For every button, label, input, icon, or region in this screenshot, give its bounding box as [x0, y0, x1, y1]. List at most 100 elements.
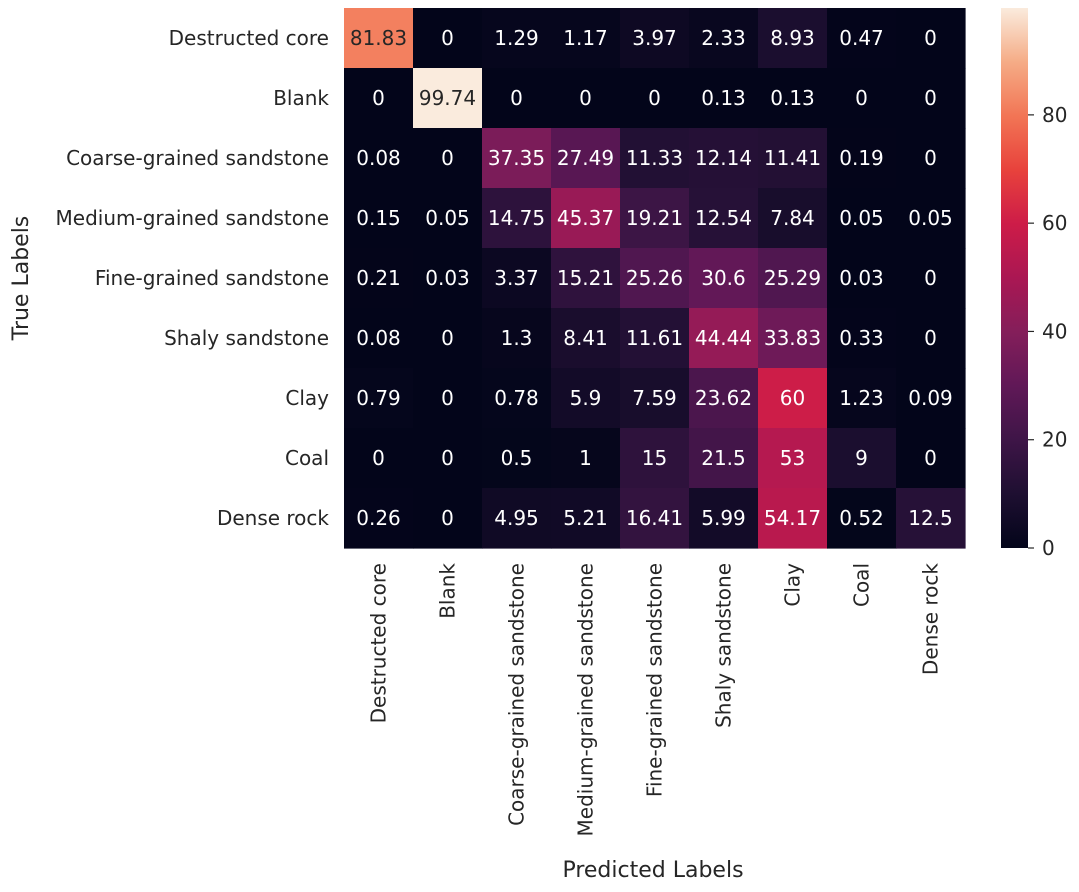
colorbar-tick-label: 20: [1042, 428, 1067, 452]
cell-value-label: 81.83: [350, 26, 407, 50]
cell-value-label: 21.5: [701, 446, 746, 470]
cell-value-label: 44.44: [695, 326, 752, 350]
x-tick-labels: Destructed core Blank Coarse-grained sands…: [367, 563, 943, 837]
y-tick-labels: Destructed core Blank Coarse-grained sands…: [56, 26, 330, 530]
heatmap-cell: [551, 188, 621, 249]
y-tick-label: Fine-grained sandstone: [95, 266, 329, 290]
cell-value-label: 3.97: [632, 26, 677, 50]
y-tick-label: Coarse-grained sandstone: [66, 146, 329, 170]
cell-value-label: 0: [372, 446, 385, 470]
heatmap-cell: [620, 488, 690, 549]
heatmap-cell: [551, 428, 621, 489]
heatmap-cells: [344, 8, 966, 549]
cell-value-label: 25.26: [626, 266, 683, 290]
heatmap-cell: [551, 488, 621, 549]
heatmap-cell: [413, 308, 483, 369]
colorbar-tick-label: 60: [1042, 211, 1067, 235]
cell-value-label: 99.74: [419, 86, 476, 110]
cell-value-label: 0.26: [356, 506, 401, 530]
cell-value-label: 0.5: [501, 446, 533, 470]
heatmap-cell: [689, 68, 759, 129]
cell-value-label: 45.37: [557, 206, 614, 230]
cell-value-label: 0: [441, 506, 454, 530]
heatmap-cell: [482, 488, 552, 549]
cell-value-label: 0: [924, 266, 937, 290]
heatmap-cell: [758, 8, 828, 69]
x-tick-label: Coarse-grained sandstone: [505, 563, 529, 826]
cell-value-label: 37.35: [488, 146, 545, 170]
cell-value-label: 0.21: [356, 266, 401, 290]
heatmap-cell: [896, 368, 966, 429]
cell-value-label: 0: [441, 26, 454, 50]
x-tick-label: Destructed core: [367, 563, 391, 723]
x-tick-label: Dense rock: [919, 563, 943, 675]
colorbar-tick-label: 0: [1042, 536, 1055, 560]
heatmap-cell: [482, 68, 552, 129]
heatmap-cell: [689, 488, 759, 549]
colorbar: [1001, 8, 1028, 548]
heatmap-cell: [896, 128, 966, 189]
heatmap-cell: [551, 368, 621, 429]
cell-value-label: 1.29: [494, 26, 539, 50]
cell-value-label: 0.19: [839, 146, 884, 170]
heatmap-cell: [896, 428, 966, 489]
heatmap-cell: [827, 488, 897, 549]
heatmap-cell: [413, 188, 483, 249]
cell-value-label: 33.83: [764, 326, 821, 350]
cell-value-label: 0.13: [770, 86, 815, 110]
heatmap-cell: [827, 128, 897, 189]
x-tick-label: Medium-grained sandstone: [574, 563, 598, 836]
heatmap-cell: [689, 368, 759, 429]
cell-value-label: 3.37: [494, 266, 539, 290]
heatmap-cell: [758, 68, 828, 129]
cell-value-label: 1: [579, 446, 592, 470]
colorbar-tick-label: 40: [1042, 319, 1067, 343]
cell-value-label: 0.79: [356, 386, 401, 410]
cell-value-label: 0.09: [908, 386, 953, 410]
heatmap-cell: [689, 8, 759, 69]
y-tick-label: Blank: [273, 86, 329, 110]
heatmap-cell: [758, 428, 828, 489]
heatmap-cell: [344, 368, 414, 429]
cell-value-label: 14.75: [488, 206, 545, 230]
heatmap-cell: [758, 368, 828, 429]
heatmap-cell: [758, 188, 828, 249]
colorbar-ticks: 0 20 40 60 80: [1028, 103, 1067, 560]
heatmap-cell: [827, 188, 897, 249]
heatmap-cell: [620, 428, 690, 489]
heatmap-cell-labels: 81.83 0 1.29 1.17 3.97 2.33 8.93 0.47 0 0 99.74 0 0 0…: [350, 26, 953, 530]
cell-value-label: 9: [855, 446, 868, 470]
cell-value-label: 0: [924, 146, 937, 170]
heatmap-cell: [344, 188, 414, 249]
cell-value-label: 5.21: [563, 506, 608, 530]
cell-value-label: 0.03: [839, 266, 884, 290]
cell-value-label: 5.99: [701, 506, 746, 530]
cell-value-label: 11.61: [626, 326, 683, 350]
heatmap-cell: [689, 248, 759, 309]
heatmap-cell: [482, 8, 552, 69]
cell-value-label: 0: [648, 86, 661, 110]
heatmap-cell: [413, 68, 483, 129]
cell-value-label: 12.5: [908, 506, 953, 530]
heatmap-cell: [827, 68, 897, 129]
cell-value-label: 0: [924, 326, 937, 350]
heatmap-cell: [551, 128, 621, 189]
cell-value-label: 0.08: [356, 146, 401, 170]
cell-value-label: 0.15: [356, 206, 401, 230]
cell-value-label: 11.33: [626, 146, 683, 170]
heatmap-cell: [413, 488, 483, 549]
heatmap-cell: [620, 308, 690, 369]
cell-value-label: 0: [855, 86, 868, 110]
heatmap-cell: [413, 428, 483, 489]
cell-value-label: 30.6: [701, 266, 746, 290]
y-tick-label: Dense rock: [217, 506, 329, 530]
cell-value-label: 0.47: [839, 26, 884, 50]
cell-value-label: 0: [924, 446, 937, 470]
cell-value-label: 12.54: [695, 206, 752, 230]
heatmap-cell: [689, 128, 759, 189]
cell-value-label: 0: [924, 86, 937, 110]
heatmap-cell: [413, 368, 483, 429]
heatmap-cell: [551, 8, 621, 69]
heatmap-cell: [758, 128, 828, 189]
